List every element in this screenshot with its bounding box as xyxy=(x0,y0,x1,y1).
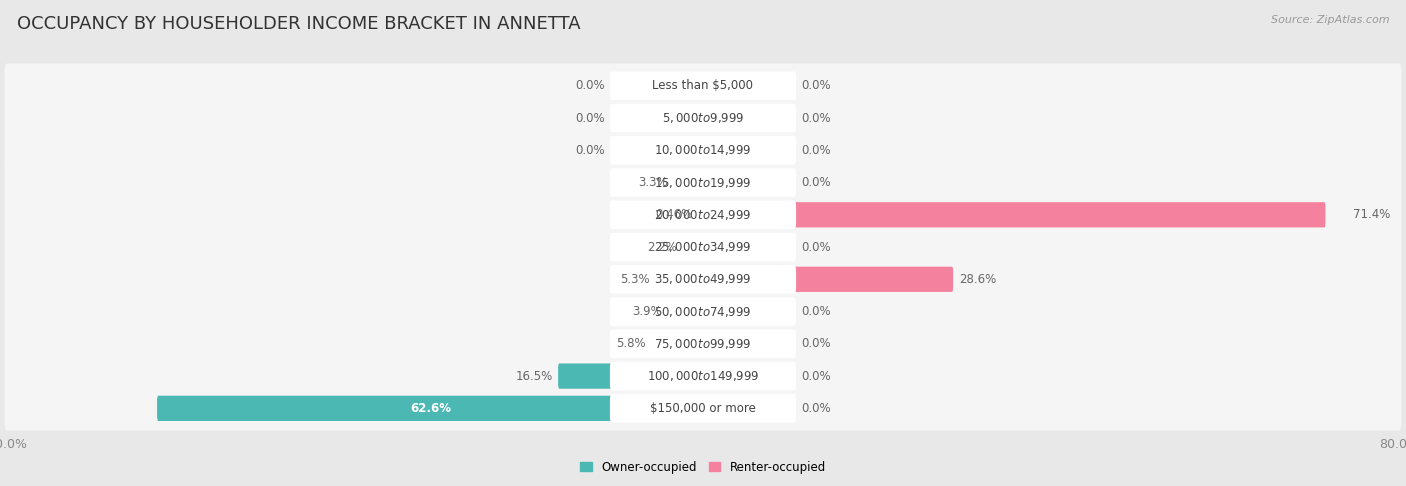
Text: 0.0%: 0.0% xyxy=(801,79,831,92)
Text: OCCUPANCY BY HOUSEHOLDER INCOME BRACKET IN ANNETTA: OCCUPANCY BY HOUSEHOLDER INCOME BRACKET … xyxy=(17,15,581,33)
Text: $10,000 to $14,999: $10,000 to $14,999 xyxy=(654,143,752,157)
FancyBboxPatch shape xyxy=(610,362,796,390)
FancyBboxPatch shape xyxy=(610,394,796,423)
Text: 0.0%: 0.0% xyxy=(575,144,605,157)
Text: 0.0%: 0.0% xyxy=(801,337,831,350)
Text: 71.4%: 71.4% xyxy=(1353,208,1391,221)
FancyBboxPatch shape xyxy=(610,233,796,261)
Text: Source: ZipAtlas.com: Source: ZipAtlas.com xyxy=(1271,15,1389,25)
FancyBboxPatch shape xyxy=(4,225,1402,269)
FancyBboxPatch shape xyxy=(4,289,1402,334)
FancyBboxPatch shape xyxy=(4,386,1402,431)
Text: $75,000 to $99,999: $75,000 to $99,999 xyxy=(654,337,752,351)
Text: 3.3%: 3.3% xyxy=(638,176,668,189)
Text: $50,000 to $74,999: $50,000 to $74,999 xyxy=(654,305,752,318)
FancyBboxPatch shape xyxy=(4,354,1402,399)
FancyBboxPatch shape xyxy=(610,136,796,165)
Text: $150,000 or more: $150,000 or more xyxy=(650,402,756,415)
Text: 0.0%: 0.0% xyxy=(801,176,831,189)
Text: $100,000 to $149,999: $100,000 to $149,999 xyxy=(647,369,759,383)
Text: 0.0%: 0.0% xyxy=(801,305,831,318)
FancyBboxPatch shape xyxy=(651,331,704,356)
Text: 5.3%: 5.3% xyxy=(620,273,650,286)
FancyBboxPatch shape xyxy=(610,104,796,132)
FancyBboxPatch shape xyxy=(610,168,796,197)
Text: $15,000 to $19,999: $15,000 to $19,999 xyxy=(654,175,752,190)
FancyBboxPatch shape xyxy=(4,160,1402,205)
FancyBboxPatch shape xyxy=(4,96,1402,140)
FancyBboxPatch shape xyxy=(655,267,704,292)
FancyBboxPatch shape xyxy=(4,192,1402,237)
Text: 0.0%: 0.0% xyxy=(801,369,831,382)
FancyBboxPatch shape xyxy=(558,364,704,389)
Text: 62.6%: 62.6% xyxy=(411,402,451,415)
Text: 3.9%: 3.9% xyxy=(633,305,662,318)
FancyBboxPatch shape xyxy=(682,234,704,260)
Text: 16.5%: 16.5% xyxy=(515,369,553,382)
FancyBboxPatch shape xyxy=(610,265,796,294)
Text: 0.0%: 0.0% xyxy=(575,111,605,124)
Text: 0.0%: 0.0% xyxy=(801,111,831,124)
FancyBboxPatch shape xyxy=(4,128,1402,173)
Text: $20,000 to $24,999: $20,000 to $24,999 xyxy=(654,208,752,222)
Text: 0.0%: 0.0% xyxy=(575,79,605,92)
Text: Less than $5,000: Less than $5,000 xyxy=(652,79,754,92)
FancyBboxPatch shape xyxy=(702,202,1326,227)
FancyBboxPatch shape xyxy=(702,267,953,292)
Text: 0.0%: 0.0% xyxy=(801,144,831,157)
Text: $35,000 to $49,999: $35,000 to $49,999 xyxy=(654,272,752,286)
FancyBboxPatch shape xyxy=(4,257,1402,302)
FancyBboxPatch shape xyxy=(610,71,796,100)
FancyBboxPatch shape xyxy=(610,297,796,326)
FancyBboxPatch shape xyxy=(610,330,796,358)
FancyBboxPatch shape xyxy=(157,396,704,421)
Text: 0.46%: 0.46% xyxy=(655,208,692,221)
Text: 5.8%: 5.8% xyxy=(616,337,645,350)
Text: 2.2%: 2.2% xyxy=(647,241,676,254)
Legend: Owner-occupied, Renter-occupied: Owner-occupied, Renter-occupied xyxy=(575,456,831,478)
FancyBboxPatch shape xyxy=(697,202,704,227)
Text: 0.0%: 0.0% xyxy=(801,402,831,415)
FancyBboxPatch shape xyxy=(4,64,1402,108)
FancyBboxPatch shape xyxy=(668,299,704,324)
Text: 28.6%: 28.6% xyxy=(959,273,995,286)
Text: $25,000 to $34,999: $25,000 to $34,999 xyxy=(654,240,752,254)
Text: 0.0%: 0.0% xyxy=(801,241,831,254)
FancyBboxPatch shape xyxy=(610,201,796,229)
Text: $5,000 to $9,999: $5,000 to $9,999 xyxy=(662,111,744,125)
FancyBboxPatch shape xyxy=(4,322,1402,366)
FancyBboxPatch shape xyxy=(673,170,704,195)
